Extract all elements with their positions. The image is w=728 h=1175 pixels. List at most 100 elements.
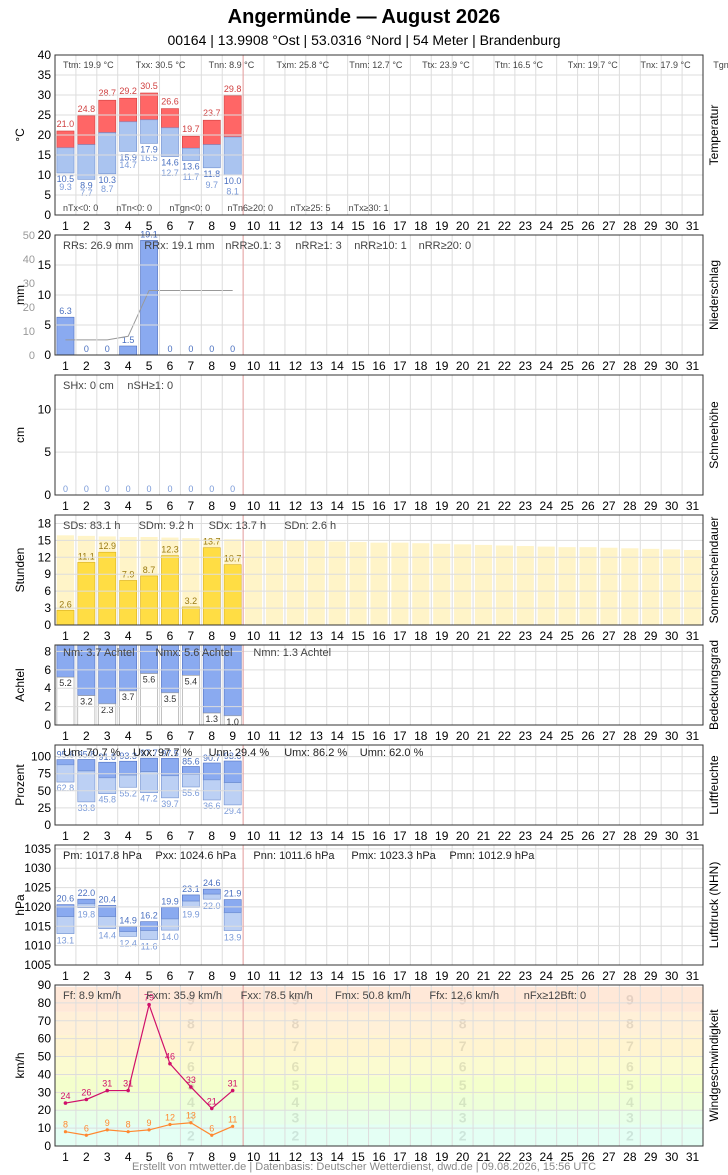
tgn-label: 9.3 (59, 182, 72, 192)
sun-label: 2.6 (59, 599, 72, 609)
day-label: 13 (310, 829, 324, 843)
day-label: 21 (477, 359, 491, 373)
day-label: 25 (560, 969, 574, 983)
day-label: 16 (372, 829, 386, 843)
day-label: 8 (208, 729, 215, 743)
cloud-label: 3.5 (164, 694, 177, 704)
sun-label: 11.1 (78, 551, 95, 561)
day-label: 4 (125, 629, 132, 643)
humidity-max-label: 85.6 (182, 756, 200, 766)
day-label: 22 (498, 629, 512, 643)
day-label: 26 (581, 499, 595, 513)
gust-point (126, 1088, 130, 1093)
y-tick-label: 0 (44, 818, 51, 832)
beaufort-number: 9 (459, 991, 467, 1007)
beaufort-number: 6 (626, 1058, 634, 1074)
pressure-min-label: 13.1 (57, 936, 75, 946)
humidity-upper-bar (119, 760, 138, 776)
gust-point (209, 1106, 214, 1111)
humidity-max-label: 95.8 (78, 749, 96, 759)
beaufort-number: 9 (291, 991, 299, 1007)
humidity-min-label: 55.2 (119, 788, 137, 798)
day-label: 10 (247, 969, 261, 983)
pressure-upper-bar (119, 926, 138, 933)
gust-point (84, 1097, 89, 1102)
day-label: 16 (372, 499, 386, 513)
day-label: 26 (581, 829, 595, 843)
day-label: 8 (208, 969, 215, 983)
day-label: 13 (310, 499, 324, 513)
y-tick-label: 3 (44, 601, 51, 615)
day-label: 8 (208, 629, 215, 643)
day-label: 11 (268, 829, 281, 843)
wind-mean-label: 8 (126, 1120, 131, 1130)
beaufort-number: 7 (187, 1038, 195, 1054)
day-label: 13 (310, 969, 324, 983)
day-label: 5 (146, 729, 153, 743)
day-label: 7 (188, 729, 195, 743)
day-label: 20 (456, 1150, 470, 1164)
precip-label: 0 (230, 344, 235, 354)
day-label: 29 (644, 829, 658, 843)
humidity-lower-bar (140, 771, 158, 794)
plot-area (55, 845, 703, 965)
sun-potential-bar (474, 544, 493, 625)
wind-stat: Ff: 8.9 km/h (63, 990, 121, 1002)
sun-bar (98, 551, 117, 626)
beaufort-number: 5 (291, 1077, 299, 1093)
y-tick-label: 5 (44, 188, 51, 202)
day-label: 23 (519, 729, 533, 743)
tgn-label: 16.5 (140, 153, 158, 163)
day-label: 11 (268, 1150, 281, 1164)
page-subtitle: 00164 | 13.9908 °Ost | 53.0316 °Nord | 5… (167, 32, 561, 48)
day-label: 5 (146, 629, 153, 643)
humidity-upper-bar (77, 759, 96, 772)
y-tick-label: 90 (38, 978, 52, 992)
gust-point (230, 1088, 235, 1093)
snow-label: 0 (63, 484, 68, 494)
day-label: 15 (351, 629, 365, 643)
sun-potential-bar (370, 542, 388, 625)
day-label: 22 (498, 1150, 512, 1164)
pressure-max-label: 14.9 (119, 916, 137, 926)
beaufort-number: 5 (626, 1077, 634, 1093)
temp-count-stat: nTn6≥20: 0 (228, 203, 273, 213)
precip-bar (140, 240, 158, 356)
tmin-label: 10.5 (57, 174, 75, 184)
day-label: 20 (456, 729, 470, 743)
y-tick-label: 10 (38, 168, 52, 182)
beaufort-band (55, 1035, 703, 1057)
sun-label: 3.2 (185, 596, 198, 606)
panel-name: Schneehöhe (707, 401, 721, 469)
y-tick-label: 25 (38, 108, 52, 122)
day-label: 5 (146, 969, 153, 983)
tmin-bar (223, 136, 242, 176)
panel-1: 21.0 10.59.3 24.8 8.97.7 28.7 10.38.7 29.2 15.9… (13, 48, 728, 233)
y-tick-label: 0 (44, 718, 51, 732)
panel-frame (54, 844, 704, 966)
y-tick-label: 15 (38, 148, 52, 162)
y-tick-label: 30 (38, 88, 52, 102)
beaufort-number: 3 (459, 1109, 467, 1125)
humidity-lower-bar (77, 770, 96, 803)
cloud-label: 3.7 (122, 692, 135, 702)
day-label: 15 (351, 219, 365, 233)
humidity-upper-bar (161, 758, 179, 777)
temp-stat: Ttm: 19.9 °C (63, 60, 114, 70)
gust-label: 31 (228, 1079, 238, 1089)
pressure-lower-bar (223, 912, 242, 931)
wind-mean-label: 8 (63, 1120, 68, 1130)
day-label: 11 (268, 359, 281, 373)
day-label: 2 (83, 729, 90, 743)
panel-frame (54, 54, 704, 216)
beaufort-number: 5 (459, 1077, 467, 1093)
humidity-lower-bar (98, 777, 117, 794)
day-label: 12 (289, 829, 303, 843)
tmin-bar (161, 127, 179, 157)
day-label: 17 (393, 629, 407, 643)
precip-stat: nRR≥1: 3 (295, 240, 341, 252)
y-tick-label: 40 (38, 1067, 52, 1081)
day-label: 6 (167, 1150, 174, 1164)
day-label: 10 (247, 1150, 261, 1164)
panel-frame (54, 744, 704, 826)
